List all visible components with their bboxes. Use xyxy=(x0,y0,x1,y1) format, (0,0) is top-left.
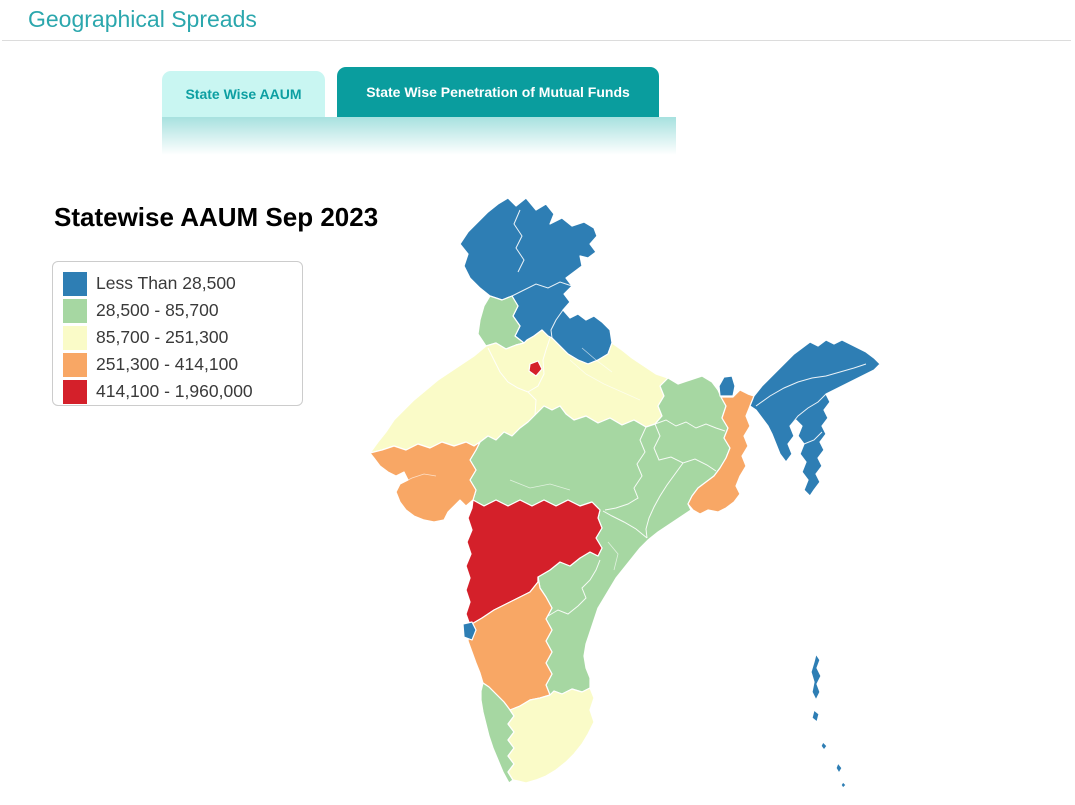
state-andaman-nicobar[interactable] xyxy=(820,741,828,751)
state-andaman-nicobar[interactable] xyxy=(810,653,822,701)
state-andaman-nicobar[interactable] xyxy=(811,709,820,723)
state-goa[interactable] xyxy=(462,621,477,641)
state-boundary-line xyxy=(550,309,564,339)
state-boundary-line xyxy=(602,510,648,539)
river-line xyxy=(581,347,613,373)
legend-color-swatch xyxy=(63,298,87,323)
state-west-bengal[interactable] xyxy=(687,389,755,515)
state-maharashtra[interactable] xyxy=(465,499,603,626)
legend-color-swatch xyxy=(63,325,87,350)
state-northeast-block[interactable] xyxy=(749,339,881,497)
legend-item: Less Than 28,500 xyxy=(63,270,302,297)
state-boundary-line xyxy=(789,393,827,427)
page-title: Geographical Spreads xyxy=(28,6,257,32)
state-delhi[interactable] xyxy=(528,360,543,377)
river-line xyxy=(399,473,437,485)
state-boundary-line xyxy=(511,281,573,297)
legend-label: 414,100 - 1,960,000 xyxy=(96,381,253,401)
state-boundary-line xyxy=(653,423,717,472)
river-line xyxy=(607,541,619,571)
tab-state-wise-penetration[interactable]: State Wise Penetration of Mutual Funds xyxy=(337,67,659,117)
legend-label: 28,500 - 85,700 xyxy=(96,300,219,320)
legend-label: Less Than 28,500 xyxy=(96,273,236,293)
legend-item: 85,700 - 251,300 xyxy=(63,324,302,351)
state-andaman-nicobar[interactable] xyxy=(835,762,843,774)
state-sikkim[interactable] xyxy=(718,375,736,397)
legend-color-swatch xyxy=(63,271,87,296)
state-boundary-line xyxy=(547,559,601,617)
map-legend: Less Than 28,500 28,500 - 85,700 85,700 … xyxy=(52,261,303,406)
state-tamil-nadu[interactable] xyxy=(507,687,595,784)
title-divider xyxy=(2,40,1071,41)
state-punjab[interactable] xyxy=(477,295,525,350)
state-boundary-line xyxy=(803,431,823,445)
state-boundary-line xyxy=(755,363,867,407)
river-line xyxy=(509,479,571,491)
state-boundary-line xyxy=(527,337,551,393)
map-title: Statewise AAUM Sep 2023 xyxy=(54,202,379,232)
state-boundary-line xyxy=(604,426,647,511)
legend-label: 85,700 - 251,300 xyxy=(96,327,229,347)
legend-color-swatch xyxy=(63,352,87,377)
legend-item: 28,500 - 85,700 xyxy=(63,297,302,324)
legend-item: 251,300 - 414,100 xyxy=(63,351,302,378)
state-boundary-line xyxy=(487,347,529,393)
river-line xyxy=(569,359,641,401)
state-boundary-line xyxy=(654,419,726,432)
tab-gradient-band xyxy=(162,117,676,155)
legend-color-swatch xyxy=(63,379,87,404)
state-andaman-nicobar[interactable] xyxy=(840,781,847,789)
legend-item: 414,100 - 1,960,000 xyxy=(63,378,302,405)
legend-label: 251,300 - 414,100 xyxy=(96,354,239,374)
india-choropleth-map xyxy=(369,197,881,789)
state-boundary-line xyxy=(527,391,537,416)
state-gujarat[interactable] xyxy=(369,441,481,523)
tab-state-wise-aaum[interactable]: State Wise AAUM xyxy=(162,71,325,117)
state-boundary-line xyxy=(513,209,525,273)
state-boundary-line xyxy=(645,462,684,539)
